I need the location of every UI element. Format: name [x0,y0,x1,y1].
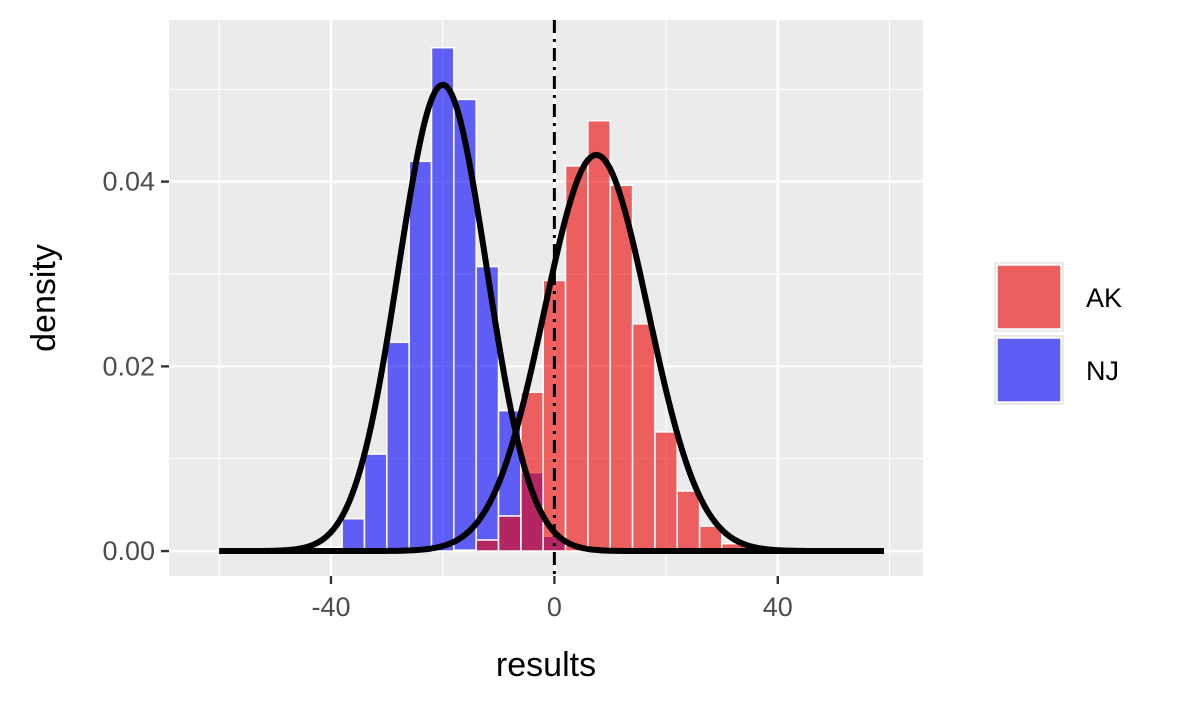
bar-ak [564,165,589,552]
bar-ak [676,490,701,552]
axes: -40 0 40 0.00 0.02 0.04 [102,167,792,622]
bar-ak [587,119,611,552]
density-curves [219,81,885,555]
bar-ak [453,549,477,552]
x-axis-title: results [496,646,596,684]
bar-ak [654,431,679,552]
legend: AK NJ [994,262,1122,405]
legend-swatch-nj [996,337,1062,403]
y-tick-label: 0.02 [102,351,155,381]
y-axis-title: density [25,244,63,352]
legend-label-nj: NJ [1086,356,1119,386]
bar-ak [609,184,634,552]
bar-nj [408,160,433,552]
bar-nj [363,453,388,552]
x-tick-label: 0 [547,592,562,622]
bar-nj [341,517,366,552]
legend-label-ak: AK [1086,283,1122,313]
x-tick-label: -40 [311,592,350,622]
bar-ak [497,515,522,552]
y-tick-label: 0.00 [102,536,155,566]
histogram-bars [319,46,768,552]
x-tick-label: 40 [763,592,793,622]
density-curve-2 [219,151,885,555]
bar-ak [475,539,500,552]
bar-nj [386,341,410,552]
bar-ak [631,323,656,552]
bar-nj [430,46,455,552]
y-tick-label: 0.04 [102,167,155,197]
legend-swatch-ak [996,264,1062,330]
